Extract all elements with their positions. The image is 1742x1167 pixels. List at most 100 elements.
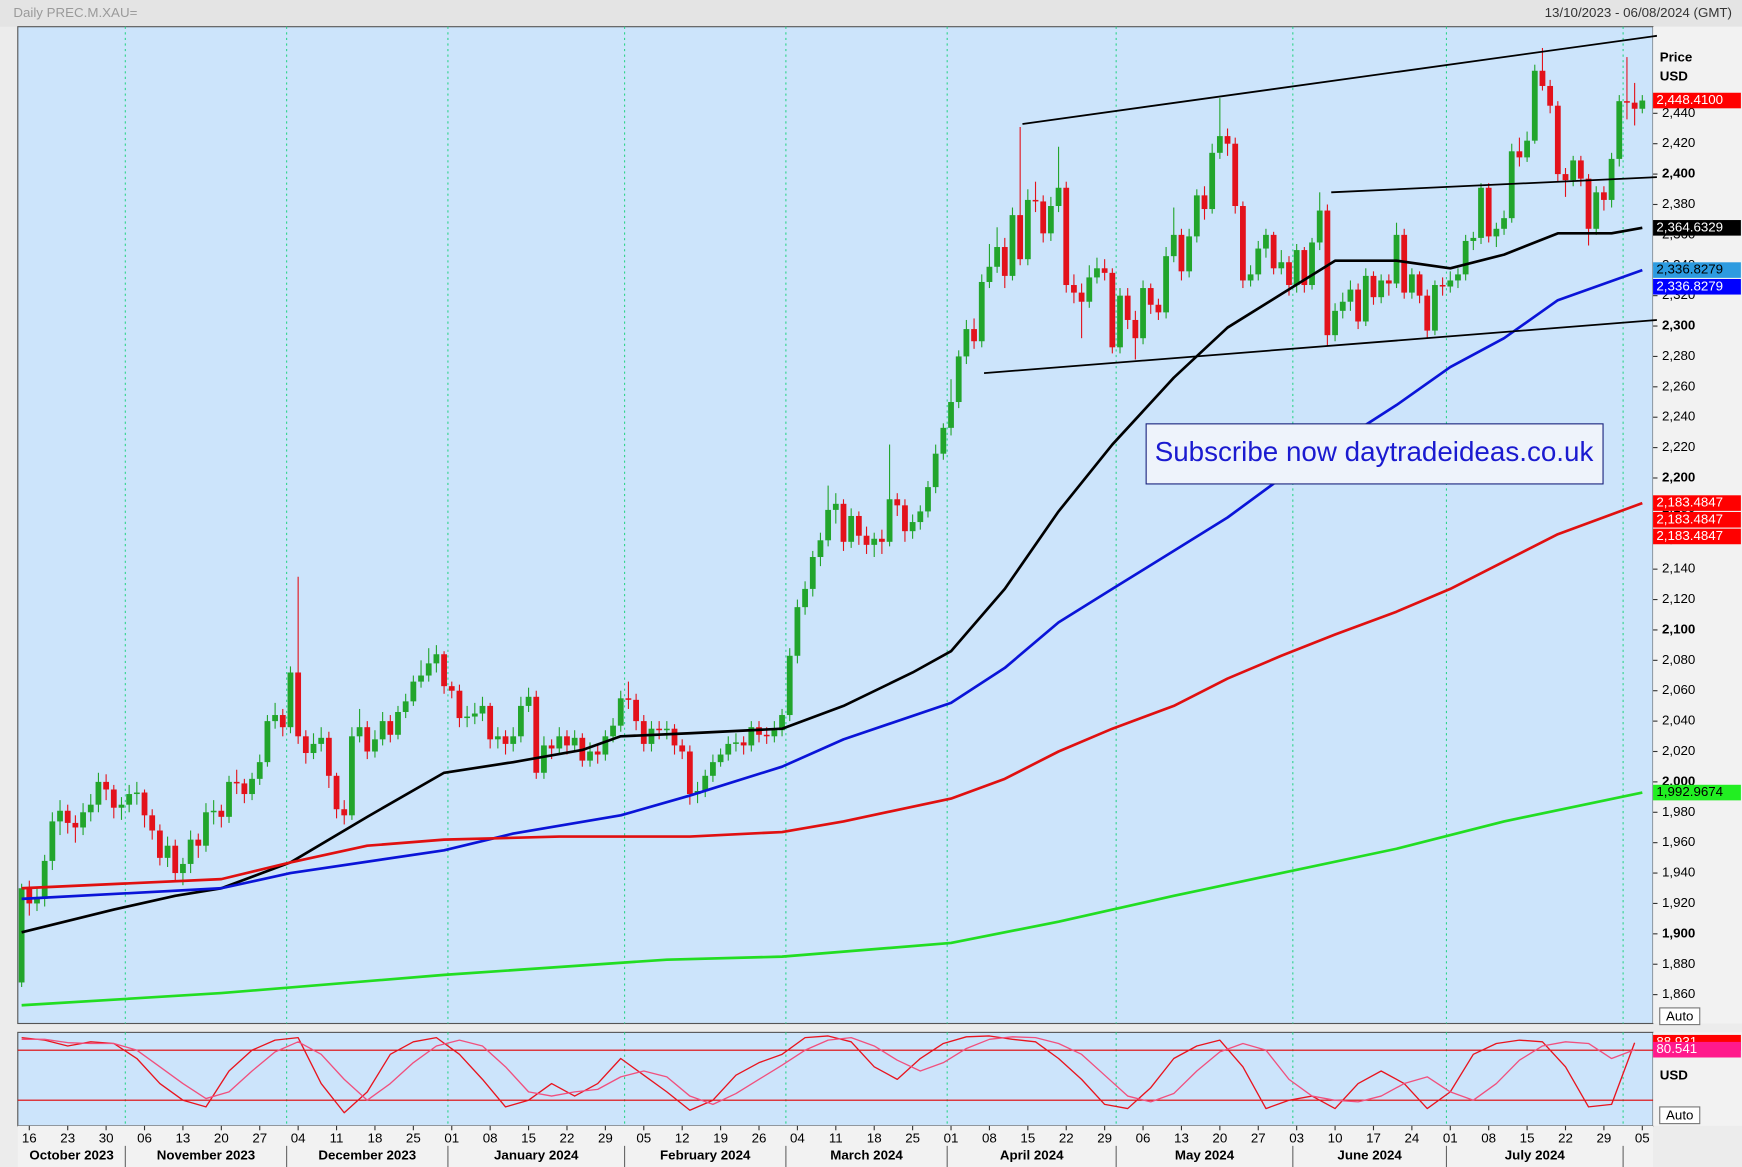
x-tick-label: 25 xyxy=(406,1131,421,1146)
month-label: June 2024 xyxy=(1337,1147,1402,1162)
candle-body xyxy=(809,557,816,589)
y-tick-label: 1,940 xyxy=(1662,865,1695,880)
candle-body xyxy=(1393,234,1400,284)
candle-body xyxy=(894,499,901,506)
auto-button[interactable] xyxy=(1659,1106,1701,1125)
x-tick-label: 10 xyxy=(1328,1131,1343,1146)
candle-body xyxy=(518,705,524,737)
candle-body xyxy=(1516,151,1523,158)
x-tick-label: 03 xyxy=(1289,1131,1304,1146)
y-tick-label: 1,920 xyxy=(1662,895,1695,910)
value-label: 2,336.8279 xyxy=(1656,262,1723,277)
candle-body xyxy=(1301,250,1308,286)
candle-body xyxy=(333,775,340,810)
value-label-box xyxy=(1653,1041,1741,1058)
oscillator-line xyxy=(21,1036,1635,1106)
candle-body xyxy=(1501,218,1507,229)
candle-body xyxy=(34,898,40,904)
candle-body xyxy=(310,743,317,754)
candle-body xyxy=(425,663,432,676)
candle-body xyxy=(471,713,478,717)
candle-body xyxy=(110,789,117,808)
candle-body xyxy=(794,607,801,656)
month-label: October 2023 xyxy=(29,1147,113,1162)
candle-body xyxy=(287,672,294,728)
x-tick-label: 06 xyxy=(137,1131,152,1146)
candle-body xyxy=(587,751,593,761)
x-tick-label: 01 xyxy=(444,1131,459,1146)
oscillator-unit: USD xyxy=(1660,1067,1689,1082)
candle-body xyxy=(771,730,778,737)
x-tick-label: 08 xyxy=(1481,1131,1496,1146)
candle-body xyxy=(1416,274,1423,296)
candle-body xyxy=(1401,234,1408,293)
price-pane xyxy=(17,26,1654,1025)
candle-body xyxy=(80,812,86,828)
candle-body xyxy=(1247,274,1254,281)
candle-body xyxy=(72,822,79,828)
candle-body xyxy=(1124,295,1131,320)
candle-body xyxy=(387,721,394,735)
candle-body xyxy=(1155,304,1162,313)
candle-body xyxy=(909,522,916,532)
axis-title: USD xyxy=(1660,68,1689,83)
header-bar xyxy=(0,0,1742,27)
oscillator-line xyxy=(21,1035,1636,1114)
candle-body xyxy=(786,655,793,716)
x-tick-label: 27 xyxy=(252,1131,267,1146)
y-tick-label: 1,860 xyxy=(1662,986,1695,1001)
moving-average xyxy=(21,791,1643,1007)
candle-body xyxy=(264,721,271,763)
candle-body xyxy=(1347,289,1354,302)
y-tick-label: 2,220 xyxy=(1662,439,1695,454)
candle-body xyxy=(1455,274,1461,281)
candle-body xyxy=(986,266,993,282)
x-tick-label: 20 xyxy=(214,1131,229,1146)
candle-body xyxy=(1101,268,1108,273)
candle-body xyxy=(418,675,424,682)
y-tick-label: 2,100 xyxy=(1662,621,1695,636)
auto-button[interactable] xyxy=(1659,1007,1701,1026)
candle-body xyxy=(302,736,309,754)
value-label-box xyxy=(1653,220,1741,236)
x-tick-label: 20 xyxy=(1212,1131,1227,1146)
candle-body xyxy=(832,503,839,510)
candle-body xyxy=(372,739,378,752)
candle-body xyxy=(1224,136,1231,144)
watermark-text: Subscribe now daytradeideas.co.uk xyxy=(1155,436,1594,467)
candle-body xyxy=(1539,70,1546,86)
candle-body xyxy=(49,821,56,861)
candle-body xyxy=(210,810,217,813)
candle-body xyxy=(1017,215,1024,260)
x-tick-label: 19 xyxy=(713,1131,728,1146)
candle-body xyxy=(103,781,110,790)
candle-body xyxy=(402,701,409,712)
candle-body xyxy=(1178,234,1185,272)
candle-body xyxy=(494,736,501,740)
candle-body xyxy=(487,705,494,740)
candle-body xyxy=(925,487,931,512)
candle-body xyxy=(195,839,202,846)
candle-body xyxy=(1424,295,1431,331)
candle-body xyxy=(733,742,739,744)
x-tick-label: 29 xyxy=(1097,1131,1112,1146)
month-label: May 2024 xyxy=(1175,1147,1235,1162)
candle-body xyxy=(525,696,532,706)
candle-body xyxy=(1554,105,1561,175)
auto-label[interactable]: Auto xyxy=(1666,1107,1693,1122)
candle-body xyxy=(1362,275,1369,322)
x-tick-label: 06 xyxy=(1136,1131,1151,1146)
candle-body xyxy=(1570,160,1577,181)
auto-label[interactable]: Auto xyxy=(1666,1008,1693,1023)
candle-body xyxy=(1055,187,1062,207)
candle-body xyxy=(671,728,678,746)
candle-body xyxy=(95,781,102,805)
candle-body xyxy=(656,728,663,731)
candle-body xyxy=(456,690,463,719)
candle-body xyxy=(379,721,386,740)
candle-body xyxy=(610,725,616,737)
x-tick-label: 22 xyxy=(1059,1131,1074,1146)
candle-body xyxy=(556,736,563,749)
x-tick-label: 22 xyxy=(1558,1131,1573,1146)
candle-body xyxy=(1163,256,1169,313)
